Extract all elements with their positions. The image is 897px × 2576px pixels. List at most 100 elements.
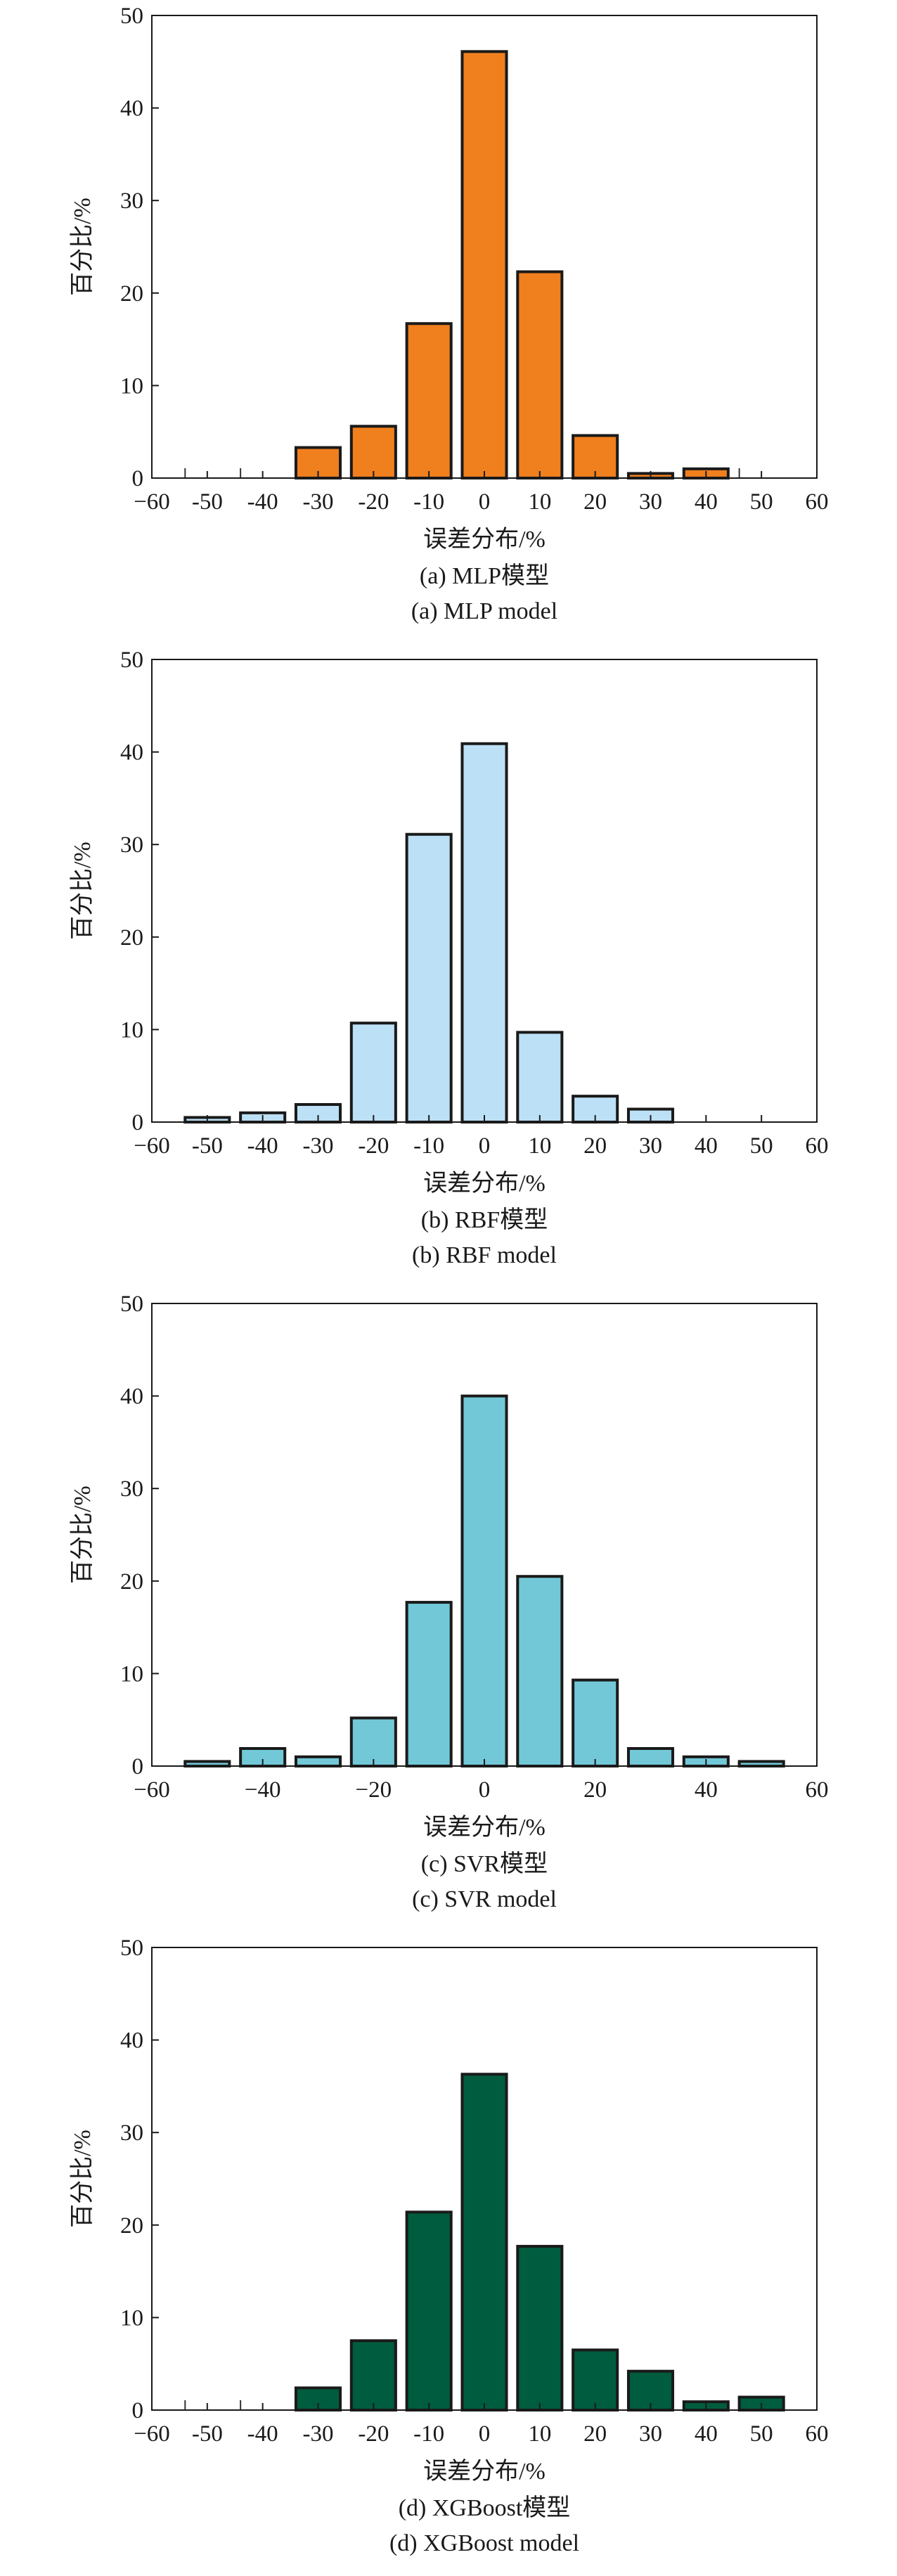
x-tick-label: 30 — [639, 489, 662, 515]
bar — [460, 1394, 508, 1768]
x-tick-label: -30 — [303, 489, 334, 515]
chart-svg-a: 0 10 20 30 40 50 −60 -50 -40 -30 -20 -10 0 10 20 30 40 50… — [70, 4, 829, 624]
y-tick-label: 50 — [120, 1936, 143, 1961]
x-tick-label: 0 — [479, 2421, 491, 2447]
y-tick-label: 0 — [132, 2398, 144, 2423]
y-tick-label: 20 — [120, 281, 143, 307]
x-tick-label: 40 — [695, 1777, 718, 1803]
x-tick-label: 10 — [528, 1133, 551, 1159]
x-tick-label: -40 — [247, 2421, 278, 2447]
bar — [349, 1022, 397, 1123]
x-tick-label: −60 — [134, 2421, 170, 2447]
y-axis-title: 百分比/% — [70, 198, 96, 296]
bar — [405, 1601, 453, 1767]
x-tick-label: -40 — [247, 489, 278, 515]
y-axis-title: 百分比/% — [70, 1486, 96, 1584]
x-tick-label: -20 — [358, 2421, 389, 2447]
x-tick-label: 50 — [750, 2421, 773, 2447]
bar — [460, 2073, 508, 2412]
caption-cn: (c) SVR模型 — [421, 1850, 548, 1877]
chart-panel-a: 0 10 20 30 40 50 −60 -50 -40 -30 -20 -10 0 10 20 30 40 50… — [0, 0, 897, 644]
caption-en: (b) RBF model — [412, 1242, 557, 1268]
x-tick-label: 50 — [750, 1133, 773, 1159]
bar — [460, 742, 508, 1124]
y-tick-label: 10 — [120, 1017, 143, 1043]
y-axis-title: 百分比/% — [70, 842, 96, 940]
x-tick-label: 30 — [639, 2421, 662, 2447]
x-tick-label: −60 — [134, 1777, 170, 1803]
y-axis-title: 百分比/% — [70, 2130, 96, 2228]
y-tick-label: 0 — [132, 1110, 144, 1135]
chart-panel-d: 0 10 20 30 40 50 −60 -50 -40 -30 -20 -10 0 10 20 30 40 50… — [0, 1932, 897, 2576]
bar — [405, 322, 453, 479]
x-tick-label: −60 — [134, 1133, 170, 1159]
y-tick-label: 10 — [120, 2305, 143, 2331]
y-tick-label: 20 — [120, 1569, 143, 1595]
x-tick-label: 20 — [583, 1777, 607, 1803]
x-tick-label: 40 — [695, 1133, 718, 1159]
bar — [516, 2245, 564, 2411]
x-tick-label: 20 — [583, 2421, 607, 2447]
bar — [294, 1755, 342, 1768]
caption-cn: (a) MLP模型 — [420, 562, 549, 589]
x-tick-label: -10 — [413, 1133, 444, 1159]
x-tick-label: 60 — [806, 1777, 829, 1803]
y-tick-label: 40 — [120, 96, 143, 122]
x-tick-label: -40 — [247, 1133, 278, 1159]
y-tick-label: 40 — [120, 740, 143, 766]
x-tick-label: 10 — [528, 2421, 551, 2447]
x-tick-label: 60 — [806, 1133, 829, 1159]
x-tick-label: 20 — [583, 489, 607, 515]
chart-svg-b: 0 10 20 30 40 50 −60 -50 -40 -30 -20 -10 0 10 20 30 40 50… — [70, 648, 829, 1268]
bar — [516, 1575, 564, 1767]
x-axis-title: 误差分布/% — [423, 1814, 546, 1841]
y-tick-label: 40 — [120, 2028, 143, 2054]
y-tick-label: 50 — [120, 648, 143, 673]
bar — [349, 1716, 397, 1767]
x-tick-label: 0 — [479, 1777, 491, 1803]
x-tick-label: -50 — [192, 1133, 223, 1159]
x-tick-label: −40 — [245, 1777, 281, 1803]
y-tick-label: 30 — [120, 2120, 143, 2146]
x-tick-label: 50 — [750, 489, 773, 515]
chart-svg-c: 0 10 20 30 40 50 −60 −40 −20 0 20 40 60 误差分布/% 百分比/% (c… — [70, 1292, 829, 1912]
y-tick-label: 10 — [120, 1661, 143, 1687]
x-tick-label: 30 — [639, 1133, 662, 1159]
y-tick-label: 0 — [132, 1754, 144, 1779]
x-tick-label: −20 — [356, 1777, 392, 1803]
x-tick-label: 0 — [479, 1133, 491, 1159]
chart-panel-c: 0 10 20 30 40 50 −60 −40 −20 0 20 40 60 误差分布/% 百分比/% (c… — [0, 1288, 897, 1932]
x-axis-title: 误差分布/% — [423, 1170, 546, 1197]
x-axis-title: 误差分布/% — [423, 2458, 546, 2485]
bar — [405, 832, 453, 1123]
bar — [460, 50, 508, 480]
bar — [349, 2339, 397, 2411]
x-tick-label: -30 — [303, 2421, 334, 2447]
bar — [405, 2210, 453, 2411]
y-tick-label: 40 — [120, 1384, 143, 1410]
bar — [626, 1746, 675, 1767]
x-tick-label: -10 — [413, 2421, 444, 2447]
bar — [572, 434, 619, 479]
bar — [572, 1678, 619, 1767]
y-tick-label: 30 — [120, 832, 143, 858]
bar — [349, 425, 397, 480]
x-tick-label: 10 — [528, 489, 551, 515]
y-tick-label: 10 — [120, 373, 143, 399]
caption-en: (a) MLP model — [411, 598, 557, 624]
y-tick-label: 30 — [120, 1476, 143, 1502]
x-tick-label: -50 — [192, 2421, 223, 2447]
caption-en: (c) SVR model — [412, 1886, 557, 1912]
chart-svg-d: 0 10 20 30 40 50 −60 -50 -40 -30 -20 -10 0 10 20 30 40 50… — [70, 1936, 829, 2556]
caption-cn: (b) RBF模型 — [421, 1206, 548, 1233]
x-tick-label: -10 — [413, 489, 444, 515]
x-tick-label: 40 — [695, 489, 718, 515]
x-tick-label: -20 — [358, 1133, 389, 1159]
caption-cn: (d) XGBoost模型 — [399, 2494, 571, 2521]
x-tick-label: 60 — [806, 2421, 829, 2447]
chart-panel-b: 0 10 20 30 40 50 −60 -50 -40 -30 -20 -10 0 10 20 30 40 50… — [0, 644, 897, 1288]
x-tick-label: -50 — [192, 489, 223, 515]
y-tick-label: 0 — [132, 466, 144, 491]
x-tick-label: 0 — [479, 489, 491, 515]
x-tick-label: 20 — [583, 1133, 607, 1159]
